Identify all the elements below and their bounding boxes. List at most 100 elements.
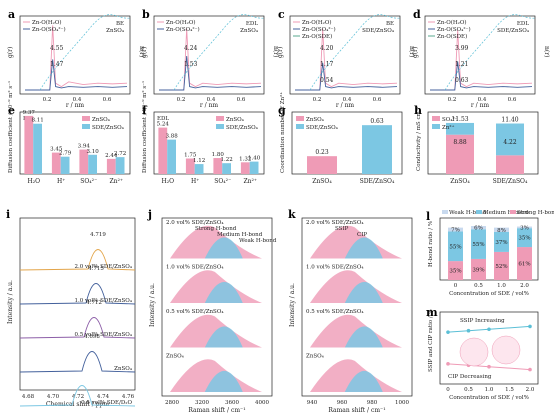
annotation-a: 1.47 (50, 61, 64, 68)
bar-l (448, 231, 463, 262)
category-e: H⁺ (57, 178, 65, 185)
legend-l: Weak H-bond (449, 210, 487, 216)
rdf-series-c-0 (295, 28, 398, 91)
xtick-i: 4.68 (22, 394, 35, 400)
bar-label-e: 2.44 (105, 153, 118, 159)
ylabel-f: Diffusion coefficient / 10⁻⁹ m² s⁻¹ (141, 81, 148, 173)
bar-label-l: 35% (518, 236, 530, 242)
legend-g: ZnSO₄ (306, 117, 325, 123)
xtick-b: 0.6 (237, 97, 246, 103)
spectrum-label-k: 2.0 vol% SDE/ZnSO₄ (306, 220, 364, 226)
rdf-series-a-0 (25, 25, 128, 91)
category-e: Zn²⁺ (109, 178, 123, 185)
xtick-j: 3200 (195, 400, 209, 406)
ratio-line-0 (447, 325, 531, 333)
spectrum-label-i: 1.0 vol% SDE/ZnSO₄ (74, 298, 132, 304)
tag-a: ZnSO₄ (106, 28, 125, 34)
legend-j: Medium H-bond (217, 232, 263, 238)
ylabel2-c: n(r) (408, 46, 415, 57)
raman-peak-blue (204, 370, 243, 392)
panel-d-frame (424, 15, 536, 95)
bar-l (494, 227, 509, 232)
xtick-i: 4.74 (97, 394, 110, 400)
panel-label-i: i (6, 208, 10, 221)
bar-f (185, 158, 195, 174)
legend-h: Zn²⁺ (442, 124, 455, 131)
xlabel-c: r / nm (336, 102, 355, 109)
xlabel-k: Raman shift / cm⁻¹ (328, 407, 385, 414)
panel-label-g: g (278, 104, 286, 117)
ratio-point (466, 328, 471, 333)
legend-f: SDE/ZnSO₄ (226, 125, 259, 131)
panel-label-c: c (278, 8, 285, 21)
xlabel-b: r / nm (200, 102, 219, 109)
bar-label-l: 55% (472, 242, 484, 248)
category-f: H⁺ (191, 178, 199, 185)
ratio-point (528, 367, 532, 372)
category-g: ZnSO₄ (312, 178, 332, 185)
legend-swatch-g (296, 124, 304, 129)
raman-peak-blue (344, 281, 383, 303)
xlabel-d: r / nm (471, 102, 490, 109)
bar-l (517, 226, 532, 229)
bar-h (446, 122, 474, 135)
bar-l (517, 228, 532, 248)
raman-peak-blue (204, 281, 243, 303)
xtick-c: 0.4 (343, 97, 352, 103)
legend-swatch-g (296, 116, 304, 121)
legend-c: Zn-O(SO₄²⁻) (302, 26, 336, 33)
ylabel-i: Intensity / a.u. (7, 280, 14, 324)
bar-f (213, 158, 223, 174)
nr-curve-d (444, 14, 536, 91)
ylabel-e: Diffusion coefficient / 10⁻⁹ m² s⁻¹ (7, 81, 14, 173)
tag-f: EDL (157, 116, 169, 122)
xtick-c: 0.2 (313, 97, 322, 103)
xtick-m: 0 (446, 387, 450, 393)
ylabel-c: g(r) (277, 47, 284, 58)
bar-e (60, 156, 70, 174)
panel-label-k: k (288, 208, 296, 221)
bar-label-e: 2.79 (59, 151, 72, 157)
panel-l-frame (439, 217, 539, 281)
category-f: Zn²⁺ (243, 178, 257, 185)
panel-a-frame (19, 15, 131, 95)
legend-swatch-l (442, 210, 448, 214)
bar-label-e: 2.72 (114, 151, 126, 157)
panel-m-frame (439, 311, 539, 385)
bar-l (517, 247, 532, 280)
xlabel-m: Concentration of SDE / vol% (449, 395, 529, 401)
raman-peak-blue (204, 326, 243, 348)
bar-label-f: 1.22 (220, 157, 232, 163)
annotation-c: 0.54 (320, 77, 334, 84)
bar-f (167, 139, 176, 174)
bar-e (33, 123, 42, 174)
bar-label-l: 6% (474, 226, 483, 232)
legend-b: Zn-O(H₂O) (166, 19, 196, 26)
legend-d: Zn-O(SDE) (437, 33, 467, 40)
peak-label-i: 4.715 (88, 266, 104, 272)
panel-b-frame (153, 15, 265, 95)
xlabel-i: Chemical shift / ppm (46, 401, 109, 408)
panel-label-e: e (8, 104, 15, 117)
bar-label-g: 0.63 (370, 118, 384, 125)
panel-label-j: j (147, 208, 152, 221)
rdf-series-a-1 (25, 59, 128, 91)
legend-k: CIP (357, 232, 367, 238)
spectrum-label-i: 0.5 vol% SDE/ZnSO₄ (74, 332, 132, 338)
legend-d: Zn-O(SO₄²⁻) (437, 26, 471, 33)
xtick-a: 0.4 (73, 97, 82, 103)
panel-label-h: h (414, 104, 422, 117)
ratio-point (487, 327, 491, 332)
bar-label-f: 1.32 (239, 156, 251, 162)
ylabel2-b: n(r) (272, 46, 279, 57)
tag-b: EDL (246, 21, 258, 27)
xtick-k: 1000 (395, 400, 409, 406)
peak-label-i: 4.719 (90, 232, 106, 238)
bar-label-l: 39% (472, 267, 484, 273)
bar-g (362, 125, 392, 174)
category-f: SO₄²⁻ (214, 178, 231, 185)
tag-c: SDE/ZnSO₄ (362, 28, 395, 34)
nmr-spectrum (19, 351, 136, 373)
panel-l: lH-bond ratio / % Concentration of SDE / … (426, 210, 554, 297)
